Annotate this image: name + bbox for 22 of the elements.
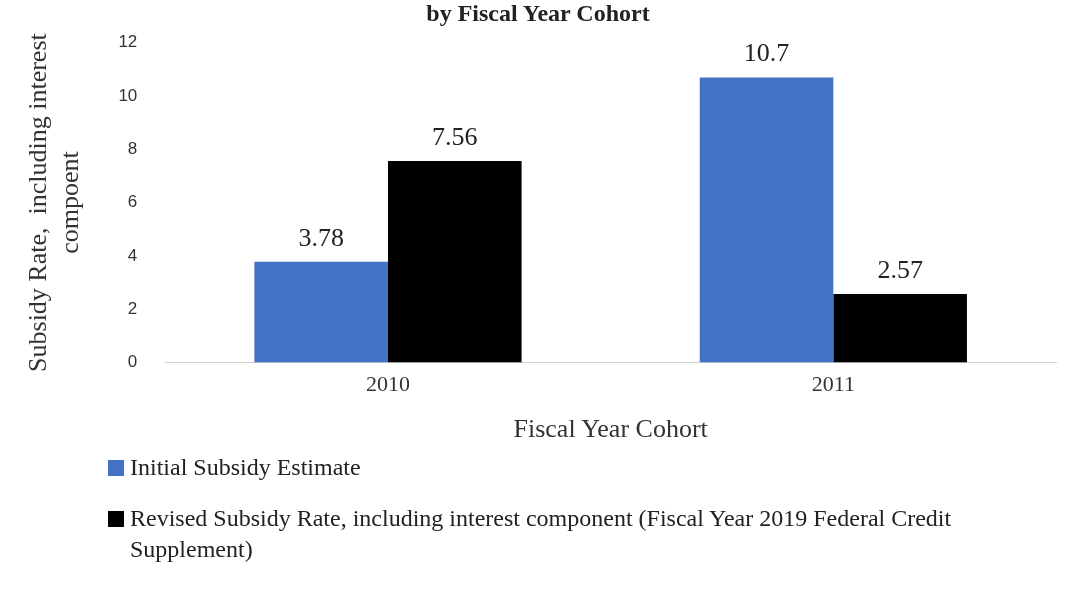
chart-title: by Fiscal Year Cohort bbox=[426, 0, 650, 26]
y-tick-label: 12 bbox=[118, 32, 138, 52]
x-tick-label: 2010 bbox=[365, 371, 410, 397]
y-tick-label: 0 bbox=[127, 352, 138, 372]
y-tick-label: 4 bbox=[127, 245, 138, 265]
y-axis-title: Subsidy Rate, including interest compoent bbox=[23, 32, 84, 372]
bar bbox=[833, 293, 967, 363]
legend-label: Revised Subsidy Rate, including interest component (Fiscal Year 2019 Federal Credit Supplement) bbox=[130, 504, 953, 564]
y-tick-label: 10 bbox=[118, 85, 138, 105]
bar bbox=[387, 161, 522, 363]
y-tick-label: 8 bbox=[127, 139, 138, 159]
x-tick-label: 2011 bbox=[811, 371, 855, 397]
x-axis-title: Fiscal Year Cohort bbox=[513, 414, 709, 444]
data-label: 2.57 bbox=[877, 254, 923, 284]
y-tick-label: 6 bbox=[127, 192, 138, 212]
legend-label: Initial Subsidy Estimate bbox=[130, 453, 361, 482]
bar bbox=[254, 261, 388, 363]
y-tick-label: 2 bbox=[127, 298, 138, 318]
data-label: 3.78 bbox=[298, 222, 344, 252]
data-label: 10.7 bbox=[743, 38, 790, 68]
bar bbox=[699, 77, 834, 363]
data-label: 7.56 bbox=[432, 121, 478, 151]
